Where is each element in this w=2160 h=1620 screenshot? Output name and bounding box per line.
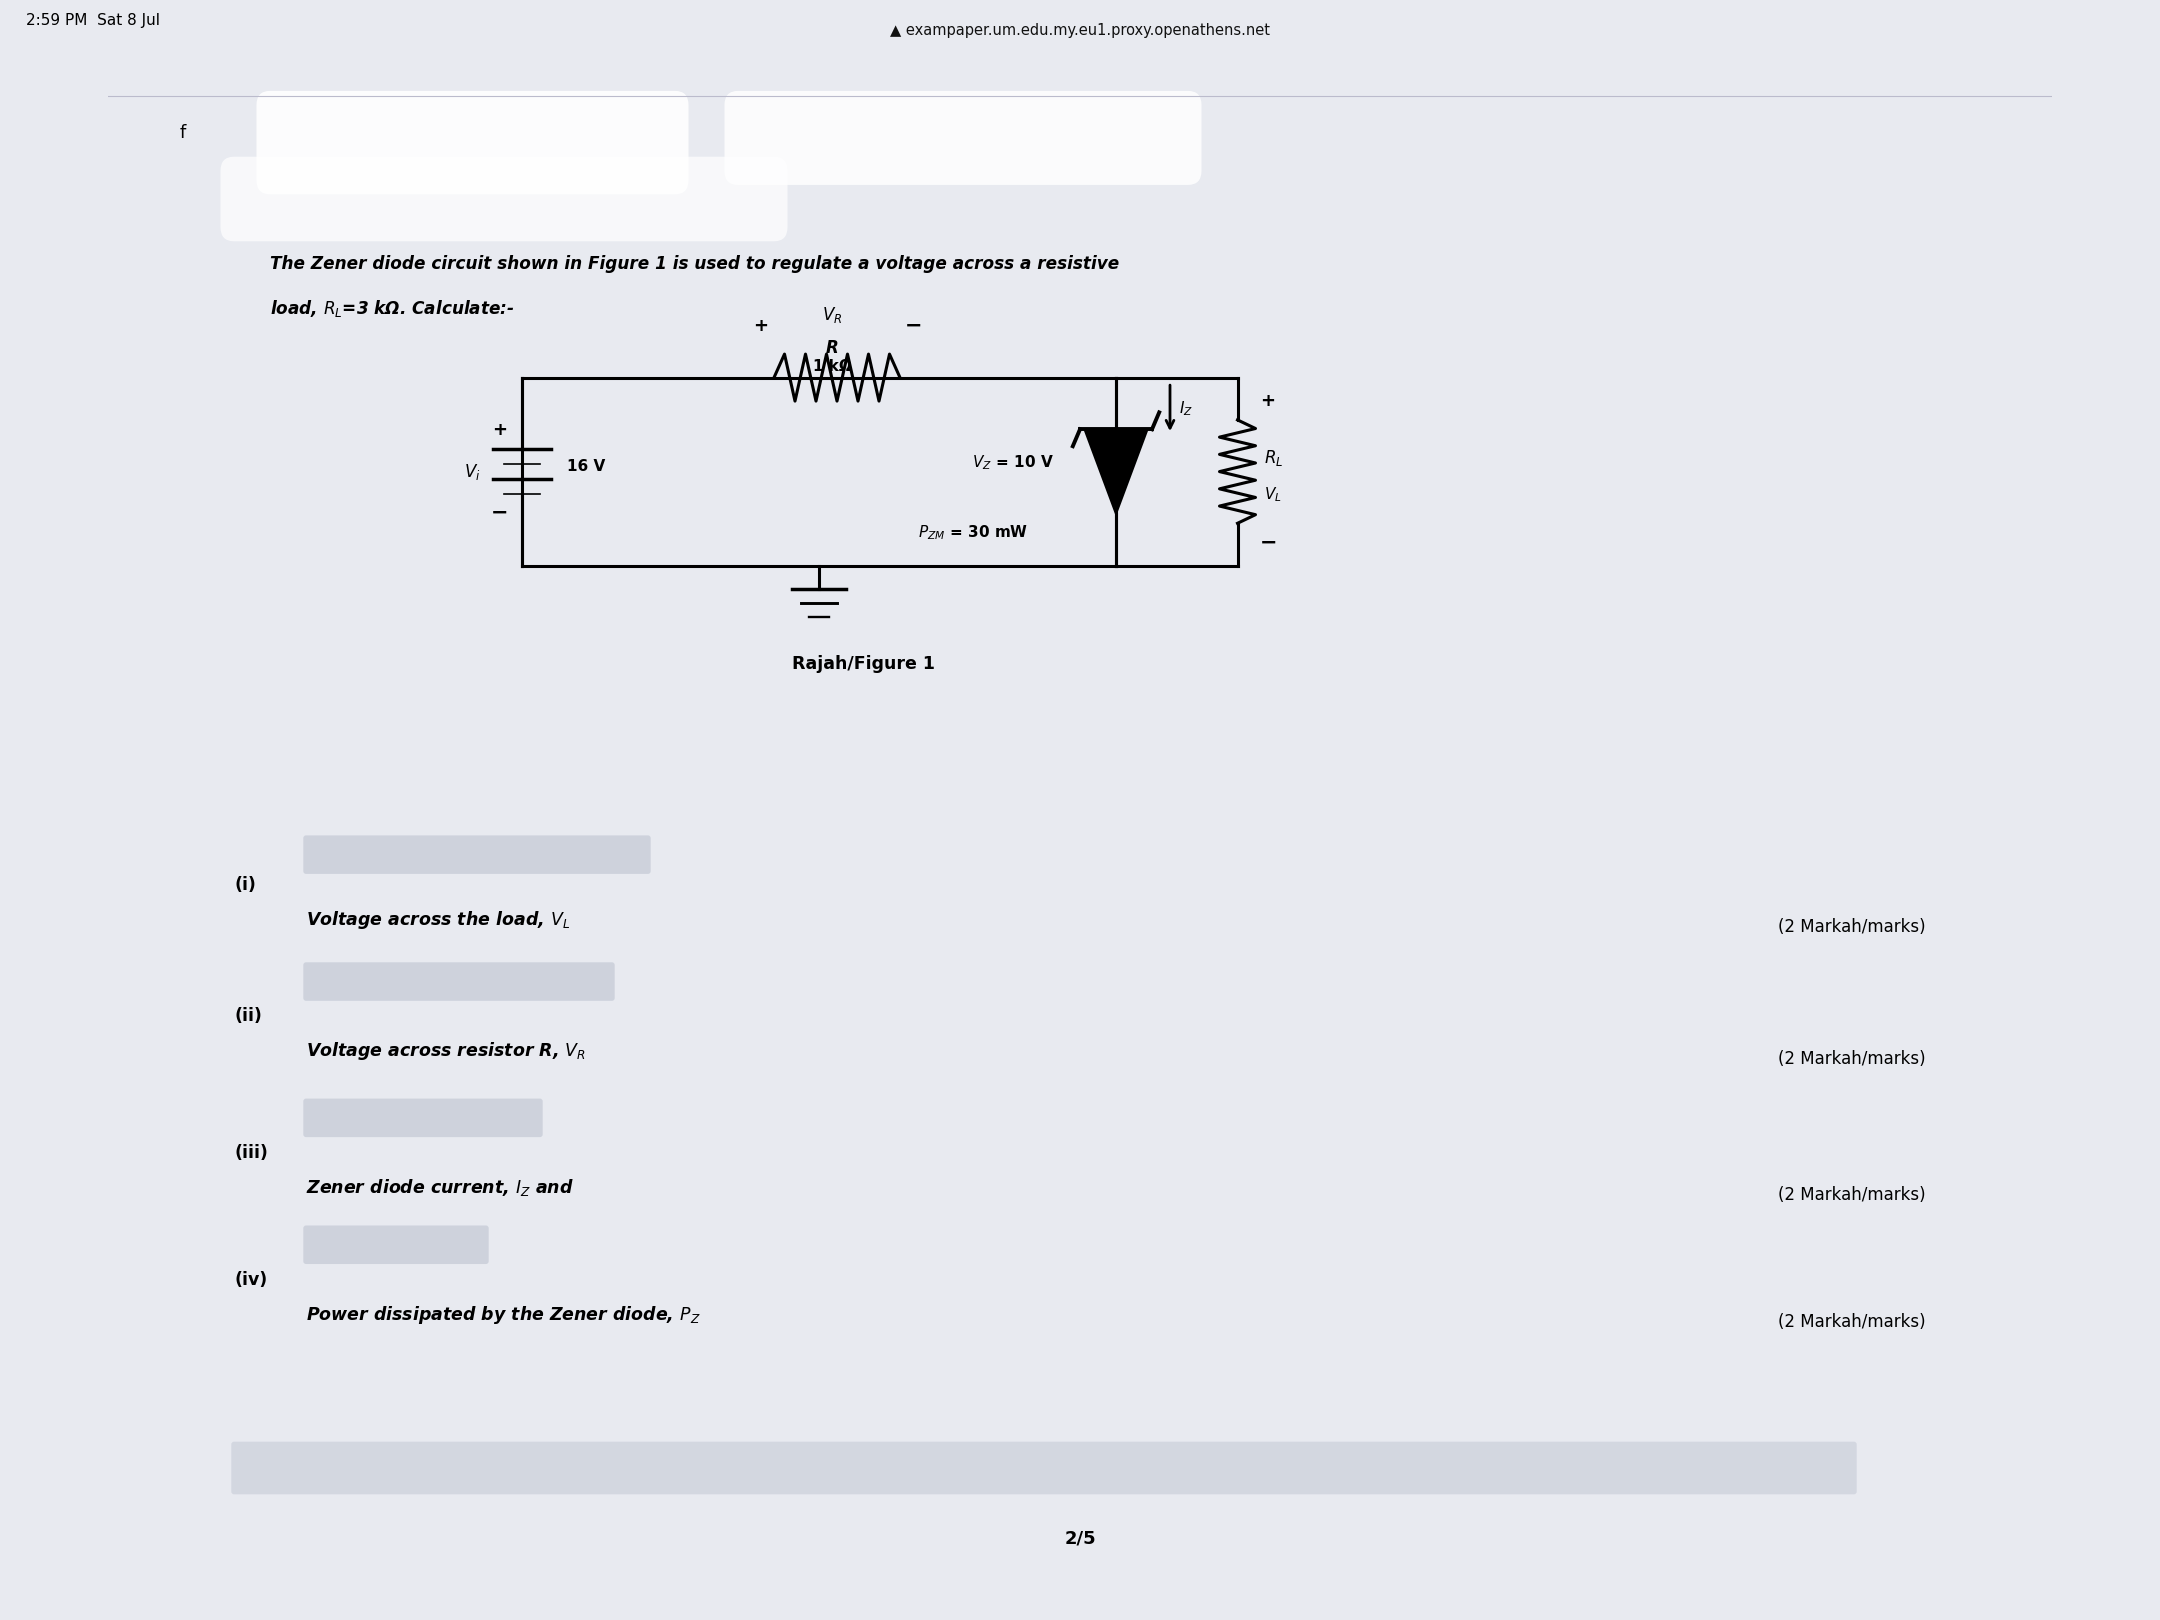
Text: −: − <box>490 502 508 523</box>
Text: +: + <box>754 318 769 335</box>
Text: $V_L$: $V_L$ <box>1264 486 1283 504</box>
Text: Voltage across the load, $V_L$: Voltage across the load, $V_L$ <box>307 909 570 931</box>
Text: The Zener diode circuit shown in Figure 1 is used to regulate a voltage across a: The Zener diode circuit shown in Figure … <box>270 256 1119 274</box>
Text: $I_Z$: $I_Z$ <box>1179 399 1192 418</box>
Text: Rajah/Figure 1: Rajah/Figure 1 <box>793 656 935 674</box>
Text: $V_R$: $V_R$ <box>823 305 842 324</box>
FancyBboxPatch shape <box>231 1442 1858 1494</box>
Text: +: + <box>492 421 508 439</box>
Text: load, $R_L$=3 kΩ. Calculate:-: load, $R_L$=3 kΩ. Calculate:- <box>270 298 514 319</box>
Text: (2 Markah/marks): (2 Markah/marks) <box>1778 919 1927 936</box>
Text: Zener diode current, $I_Z$ and: Zener diode current, $I_Z$ and <box>307 1176 575 1197</box>
Polygon shape <box>1084 429 1147 514</box>
Text: Voltage across resistor R, $V_R$: Voltage across resistor R, $V_R$ <box>307 1040 585 1063</box>
Text: (2 Markah/marks): (2 Markah/marks) <box>1778 1050 1927 1068</box>
FancyBboxPatch shape <box>302 836 650 873</box>
Text: $V_Z$ = 10 V: $V_Z$ = 10 V <box>972 454 1054 471</box>
Text: −: − <box>1259 531 1277 552</box>
Text: +: + <box>1259 392 1274 410</box>
FancyBboxPatch shape <box>302 1098 542 1137</box>
Text: f: f <box>179 123 186 143</box>
Text: (2 Markah/marks): (2 Markah/marks) <box>1778 1312 1927 1332</box>
FancyBboxPatch shape <box>302 1225 488 1264</box>
Text: (i): (i) <box>233 876 255 894</box>
Text: $P_{ZM}$ = 30 mW: $P_{ZM}$ = 30 mW <box>918 523 1028 543</box>
FancyBboxPatch shape <box>220 157 788 241</box>
Text: $V_i$: $V_i$ <box>464 462 482 481</box>
Text: $R_L$: $R_L$ <box>1264 447 1283 468</box>
Text: R: R <box>825 339 838 356</box>
FancyBboxPatch shape <box>302 962 616 1001</box>
Text: (iv): (iv) <box>233 1270 268 1288</box>
Text: ▲ exampaper.um.edu.my.eu1.proxy.openathens.net: ▲ exampaper.um.edu.my.eu1.proxy.openathe… <box>890 23 1270 37</box>
Text: −: − <box>905 316 922 335</box>
Text: 1 kΩ: 1 kΩ <box>812 358 851 374</box>
Text: (iii): (iii) <box>233 1144 268 1162</box>
Text: 16 V: 16 V <box>566 460 605 475</box>
Text: 2:59 PM  Sat 8 Jul: 2:59 PM Sat 8 Jul <box>26 13 160 28</box>
Text: 2/5: 2/5 <box>1065 1529 1095 1547</box>
FancyBboxPatch shape <box>724 91 1201 185</box>
Text: (2 Markah/marks): (2 Markah/marks) <box>1778 1186 1927 1204</box>
Text: (ii): (ii) <box>233 1008 261 1025</box>
FancyBboxPatch shape <box>257 91 689 194</box>
Text: Power dissipated by the Zener diode, $P_Z$: Power dissipated by the Zener diode, $P_… <box>307 1304 700 1325</box>
